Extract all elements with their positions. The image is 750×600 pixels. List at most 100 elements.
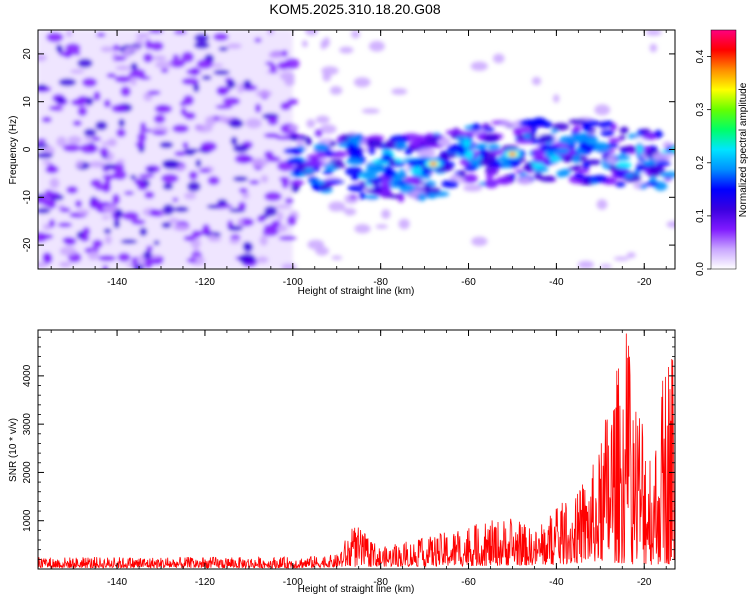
heatmap-cell bbox=[538, 133, 554, 143]
heatmap-cell bbox=[304, 136, 312, 146]
heatmap-cell bbox=[615, 181, 626, 188]
heatmap-cell bbox=[325, 179, 345, 184]
heatmap-cell bbox=[106, 73, 117, 78]
heatmap-cell bbox=[48, 218, 56, 228]
heatmap-cell bbox=[161, 221, 172, 229]
heatmap-cell bbox=[399, 183, 415, 194]
heatmap-cell bbox=[38, 138, 47, 143]
heatmap-peak-core bbox=[430, 162, 436, 166]
heatmap-cell bbox=[424, 184, 431, 190]
heatmap-cell bbox=[196, 59, 213, 70]
heatmap-cell bbox=[332, 162, 346, 169]
x-tick-label: -80 bbox=[373, 277, 388, 288]
heatmap-cell bbox=[227, 225, 244, 232]
x-tick-label: -20 bbox=[637, 277, 652, 288]
heatmap-cell bbox=[150, 257, 163, 265]
heatmap-cell bbox=[552, 122, 570, 131]
heatmap-cell bbox=[459, 131, 476, 137]
heatmap-cell bbox=[641, 133, 657, 141]
heatmap-cell bbox=[232, 144, 249, 153]
heatmap-cell bbox=[335, 211, 346, 220]
heatmap-cell bbox=[486, 171, 497, 176]
heatmap-cell bbox=[259, 235, 268, 246]
heatmap-cell bbox=[137, 184, 148, 191]
heatmap-cell bbox=[73, 51, 81, 56]
heatmap-cell bbox=[339, 46, 354, 54]
colorbar-frame bbox=[710, 29, 737, 270]
heatmap-cell bbox=[477, 157, 495, 166]
heatmap-cell bbox=[271, 220, 281, 227]
heatmap-cell bbox=[80, 234, 90, 242]
heatmap-cell bbox=[448, 153, 455, 158]
heatmap-cell bbox=[319, 124, 337, 134]
heatmap-cell bbox=[373, 177, 383, 184]
heatmap-cell bbox=[100, 46, 114, 53]
heatmap-cell bbox=[185, 150, 195, 156]
heatmap-cell bbox=[549, 155, 560, 163]
x-tick-label: -140 bbox=[107, 577, 127, 588]
heatmap-cell bbox=[649, 43, 658, 53]
heatmap-cell bbox=[135, 32, 150, 39]
heatmap-cell bbox=[286, 158, 303, 165]
heatmap-cell bbox=[648, 166, 665, 175]
heatmap-cell bbox=[471, 123, 482, 132]
heatmap-cell bbox=[102, 204, 119, 213]
heatmap-cell bbox=[245, 118, 262, 129]
heatmap-cell bbox=[96, 32, 106, 38]
heatmap-cell bbox=[600, 129, 615, 137]
heatmap-cell bbox=[606, 142, 619, 149]
heatmap-cell bbox=[515, 169, 524, 174]
heatmap-x-label: Height of straight line (km) bbox=[298, 286, 415, 297]
heatmap-cell bbox=[153, 240, 160, 246]
heatmap-cell bbox=[117, 252, 131, 262]
heatmap-cell bbox=[380, 182, 392, 189]
heatmap-cell bbox=[41, 116, 52, 123]
heatmap-cell bbox=[242, 242, 254, 253]
heatmap-cell bbox=[388, 194, 402, 199]
heatmap-cell bbox=[139, 227, 148, 237]
heatmap-cell bbox=[289, 179, 305, 186]
heatmap-cell bbox=[553, 214, 565, 222]
heatmap-cell bbox=[366, 138, 383, 148]
heatmap-cells bbox=[38, 30, 675, 269]
heatmap-cell bbox=[398, 218, 410, 230]
heatmap-cell bbox=[615, 162, 633, 169]
heatmap-cell bbox=[463, 184, 483, 192]
snr-panel: -140 -120 -100 -80 -60 -40 -20 1000 2000 3000 400… bbox=[8, 329, 676, 595]
heatmap-cell bbox=[375, 224, 388, 229]
heatmap-cell bbox=[169, 58, 186, 68]
y-tick-label: -20 bbox=[22, 237, 33, 252]
heatmap-cell bbox=[140, 122, 147, 130]
heatmap-cell bbox=[238, 187, 248, 194]
heatmap-cell bbox=[113, 169, 127, 180]
heatmap-cell bbox=[91, 136, 102, 142]
heatmap-cell bbox=[495, 176, 512, 185]
heatmap-cell bbox=[192, 82, 200, 93]
heatmap-cell bbox=[312, 165, 321, 172]
x-tick-label: -100 bbox=[283, 277, 303, 288]
heatmap-cell bbox=[87, 250, 100, 261]
colorbar-tick-label: 0.4 bbox=[695, 49, 706, 63]
heatmap-cell bbox=[147, 167, 155, 173]
heatmap-cell bbox=[328, 201, 346, 212]
heatmap-cell bbox=[135, 141, 146, 148]
heatmap-cell bbox=[256, 215, 266, 223]
heatmap-cell bbox=[666, 220, 675, 228]
heatmap-cell bbox=[123, 190, 135, 196]
heatmap-cell bbox=[99, 147, 109, 157]
heatmap-cell bbox=[655, 160, 671, 167]
heatmap-cell bbox=[67, 135, 82, 145]
heatmap-cell bbox=[319, 183, 332, 190]
heatmap-cell bbox=[615, 171, 627, 177]
heatmap-cell bbox=[555, 147, 570, 155]
heatmap-cell bbox=[95, 120, 108, 131]
heatmap-cell bbox=[64, 50, 72, 59]
heatmap-cell bbox=[172, 54, 180, 59]
heatmap-cell bbox=[654, 129, 662, 139]
heatmap-cell bbox=[292, 166, 301, 177]
heatmap-cell bbox=[103, 99, 111, 108]
heatmap-cell bbox=[82, 226, 91, 237]
heatmap-cell bbox=[38, 53, 47, 62]
heatmap-cell bbox=[174, 151, 187, 157]
heatmap-cell bbox=[209, 233, 216, 240]
